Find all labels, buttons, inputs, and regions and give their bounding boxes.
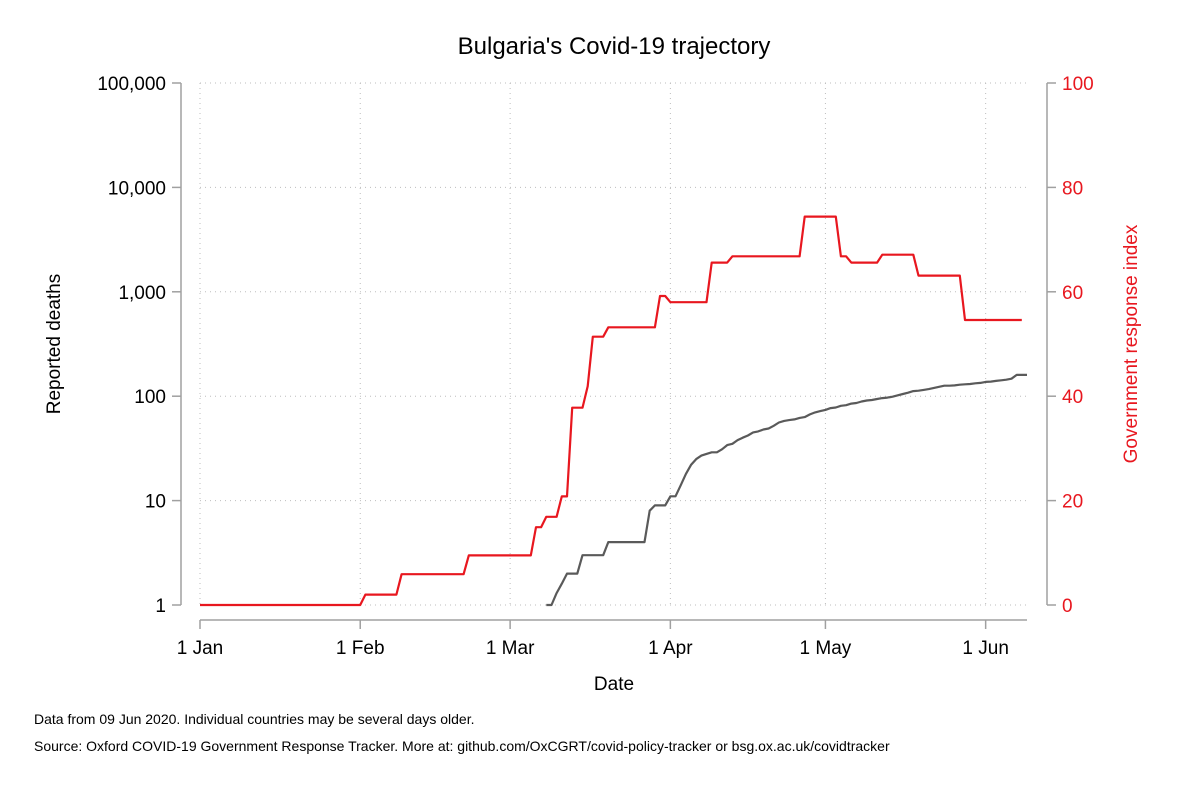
x-tick-label: 1 May bbox=[800, 638, 852, 659]
chart-title: Bulgaria's Covid-19 trajectory bbox=[458, 33, 771, 60]
series-line-response-index bbox=[200, 215, 1022, 607]
right-y-tick-label: 40 bbox=[1062, 387, 1083, 408]
left-y-tick-label: 1,000 bbox=[118, 283, 166, 304]
footnote-source: Source: Oxford COVID-19 Government Respo… bbox=[34, 738, 890, 754]
right-y-tick-label: 60 bbox=[1062, 283, 1083, 304]
right-y-axis-title: Government response index bbox=[1121, 224, 1142, 463]
x-tick-label: 1 Jun bbox=[962, 638, 1008, 659]
left-y-tick-label: 10 bbox=[145, 492, 166, 513]
axis-ticks: 1 10 100 1,000 10,000 100,000 0 20 40 60 80 100 1 Ja… bbox=[97, 74, 1093, 659]
left-y-tick-label: 100 bbox=[134, 387, 166, 408]
left-y-tick-label: 10,000 bbox=[108, 178, 166, 199]
left-y-tick-label: 1 bbox=[155, 596, 166, 617]
footnote-data-date: Data from 09 Jun 2020. Individual countr… bbox=[34, 711, 475, 727]
x-tick-label: 1 Mar bbox=[486, 638, 535, 659]
series-line-reported-deaths bbox=[546, 373, 1027, 607]
right-y-tick-label: 80 bbox=[1062, 178, 1083, 199]
x-tick-label: 1 Jan bbox=[177, 638, 223, 659]
gridlines bbox=[199, 82, 1027, 606]
left-y-axis-title: Reported deaths bbox=[44, 274, 65, 415]
right-y-tick-label: 100 bbox=[1062, 74, 1094, 95]
right-y-tick-label: 0 bbox=[1062, 596, 1073, 617]
x-axis-title: Date bbox=[594, 674, 634, 695]
x-tick-label: 1 Feb bbox=[336, 638, 385, 659]
left-y-tick-label: 100,000 bbox=[97, 74, 166, 95]
series-lines bbox=[200, 215, 1027, 607]
right-y-tick-label: 20 bbox=[1062, 492, 1083, 513]
x-tick-label: 1 Apr bbox=[648, 638, 693, 659]
